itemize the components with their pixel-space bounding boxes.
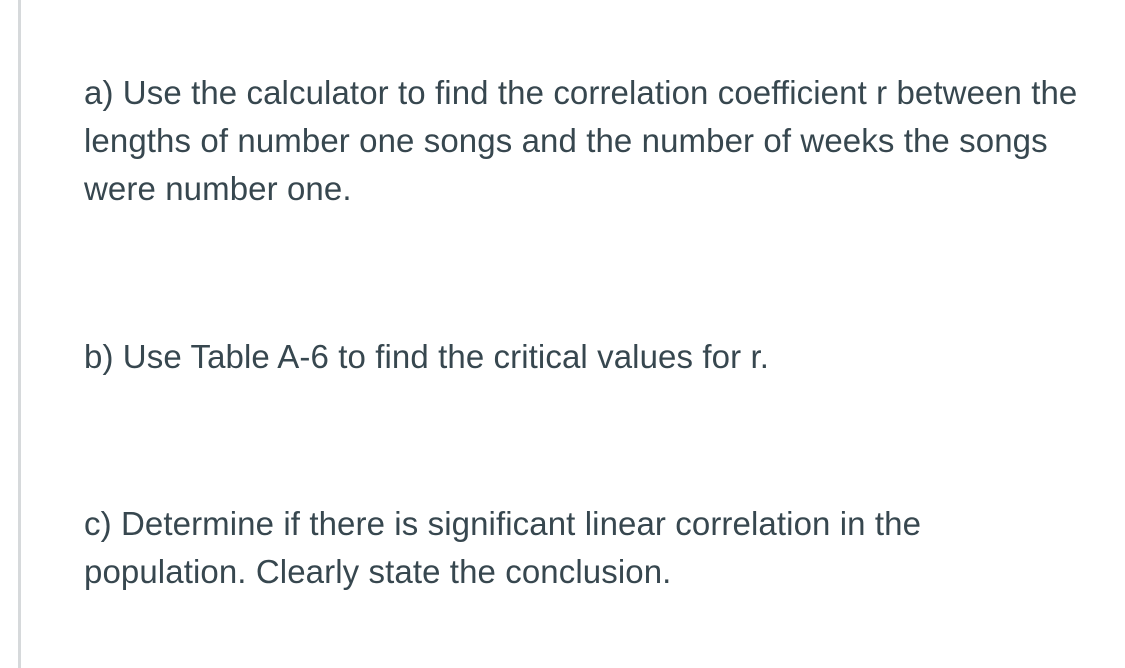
question-b: b) Use Table A-6 to find the critical va… (84, 333, 1085, 381)
question-a: a) Use the calculator to find the correl… (84, 69, 1085, 213)
left-margin-rule (18, 0, 21, 668)
question-c: c) Determine if there is significant lin… (84, 500, 1085, 596)
document-container: a) Use the calculator to find the correl… (0, 0, 1125, 668)
